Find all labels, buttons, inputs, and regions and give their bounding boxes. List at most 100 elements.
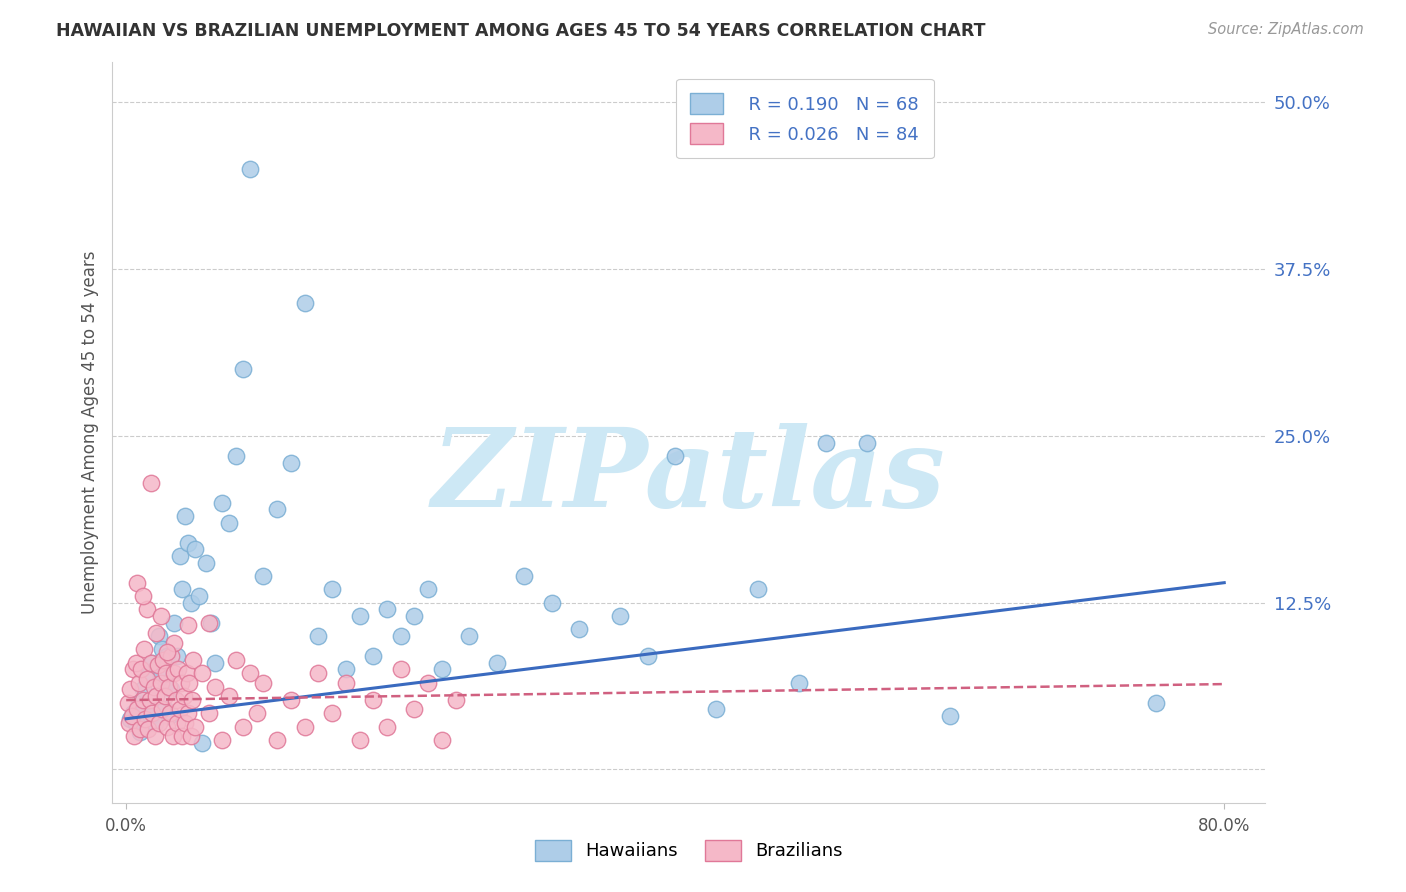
Point: [118, 715, 141, 730]
Point: [143, 729, 166, 743]
Point: [485, 656, 508, 670]
Point: [637, 648, 659, 663]
Point: [389, 629, 412, 643]
Point: [349, 733, 371, 747]
Point: [418, 582, 440, 597]
Point: [125, 656, 148, 670]
Point: [280, 693, 302, 707]
Point: [132, 702, 155, 716]
Text: HAWAIIAN VS BRAZILIAN UNEMPLOYMENT AMONG AGES 45 TO 54 YEARS CORRELATION CHART: HAWAIIAN VS BRAZILIAN UNEMPLOYMENT AMONG…: [56, 22, 986, 40]
Point: [160, 648, 183, 663]
Point: [120, 682, 142, 697]
Point: [404, 702, 426, 716]
Point: [174, 508, 197, 523]
Point: [190, 736, 212, 750]
Point: [136, 723, 159, 737]
Point: [128, 696, 150, 710]
Point: [142, 680, 165, 694]
Point: [150, 642, 173, 657]
Point: [136, 669, 159, 683]
Point: [131, 589, 153, 603]
Point: [349, 609, 371, 624]
Point: [225, 449, 247, 463]
Point: [197, 615, 219, 630]
Point: [163, 636, 186, 650]
Point: [155, 675, 177, 690]
Point: [172, 582, 194, 597]
Point: [200, 615, 222, 630]
Point: [152, 653, 174, 667]
Point: [166, 648, 188, 663]
Point: [856, 435, 879, 450]
Point: [232, 362, 254, 376]
Point: [252, 675, 274, 690]
Point: [165, 693, 187, 707]
Point: [188, 589, 211, 603]
Point: [218, 516, 240, 530]
Point: [143, 715, 166, 730]
Point: [418, 675, 440, 690]
Point: [138, 693, 160, 707]
Point: [159, 706, 181, 721]
Point: [252, 569, 274, 583]
Point: [156, 720, 179, 734]
Point: [747, 582, 769, 597]
Point: [163, 615, 186, 630]
Point: [169, 702, 191, 716]
Text: Source: ZipAtlas.com: Source: ZipAtlas.com: [1208, 22, 1364, 37]
Point: [141, 706, 163, 721]
Point: [153, 689, 176, 703]
Point: [150, 702, 173, 716]
Point: [294, 720, 316, 734]
Point: [132, 642, 155, 657]
Point: [444, 693, 467, 707]
Point: [156, 645, 179, 659]
Point: [120, 712, 142, 726]
Point: [172, 729, 194, 743]
Point: [170, 675, 193, 690]
Point: [121, 709, 143, 723]
Point: [609, 609, 631, 624]
Point: [430, 662, 453, 676]
Point: [131, 682, 153, 697]
Point: [225, 653, 247, 667]
Point: [177, 535, 200, 549]
Point: [375, 720, 398, 734]
Point: [389, 662, 412, 676]
Point: [125, 715, 148, 730]
Point: [149, 669, 172, 683]
Point: [266, 502, 288, 516]
Point: [246, 706, 269, 721]
Point: [211, 733, 233, 747]
Point: [404, 609, 426, 624]
Point: [157, 709, 180, 723]
Point: [149, 609, 172, 624]
Point: [211, 496, 233, 510]
Point: [135, 602, 157, 616]
Point: [139, 656, 162, 670]
Point: [307, 629, 329, 643]
Point: [197, 706, 219, 721]
Point: [218, 689, 240, 703]
Point: [173, 689, 195, 703]
Point: [540, 596, 562, 610]
Point: [361, 648, 384, 663]
Point: [280, 456, 302, 470]
Point: [124, 729, 146, 743]
Point: [307, 666, 329, 681]
Point: [458, 629, 481, 643]
Point: [183, 653, 205, 667]
Point: [513, 569, 536, 583]
Point: [160, 682, 183, 697]
Point: [1144, 696, 1167, 710]
Point: [145, 689, 167, 703]
Point: [131, 693, 153, 707]
Point: [266, 733, 288, 747]
Point: [179, 675, 201, 690]
Point: [181, 693, 204, 707]
Point: [294, 295, 316, 310]
Point: [145, 626, 167, 640]
Point: [335, 675, 357, 690]
Point: [149, 675, 172, 690]
Point: [375, 602, 398, 616]
